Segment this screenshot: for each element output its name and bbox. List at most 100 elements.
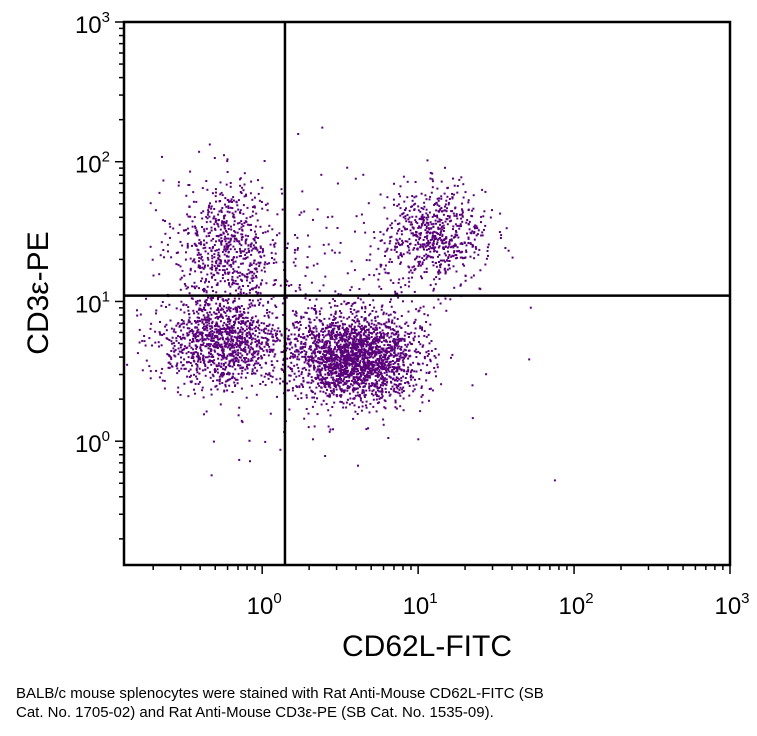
- event-point: [338, 373, 341, 376]
- event-point: [480, 215, 483, 218]
- event-point: [339, 343, 342, 346]
- event-point: [248, 272, 251, 275]
- event-point: [361, 340, 364, 343]
- event-point: [404, 228, 407, 231]
- event-point: [448, 254, 451, 256]
- event-point: [392, 348, 395, 351]
- event-point: [200, 318, 203, 321]
- event-point: [293, 350, 296, 353]
- event-point: [399, 405, 402, 408]
- event-point: [477, 253, 480, 256]
- event-point: [218, 210, 221, 213]
- event-point: [415, 383, 418, 386]
- event-point: [471, 209, 474, 212]
- event-point: [267, 373, 269, 376]
- event-point: [437, 210, 440, 213]
- event-point: [216, 335, 219, 338]
- event-point: [231, 327, 234, 330]
- event-point: [327, 425, 330, 428]
- event-point: [265, 324, 268, 327]
- event-point: [170, 356, 173, 359]
- event-point: [425, 248, 428, 251]
- event-point: [235, 306, 238, 309]
- event-point: [199, 299, 201, 302]
- event-point: [312, 334, 315, 337]
- event-point: [363, 374, 366, 377]
- event-point: [151, 344, 153, 347]
- event-point: [412, 248, 415, 251]
- event-point: [335, 375, 338, 377]
- event-point: [434, 348, 437, 350]
- event-point: [486, 250, 489, 252]
- event-point: [214, 370, 217, 373]
- event-point: [206, 337, 209, 340]
- event-point: [211, 263, 214, 266]
- event-point: [202, 354, 205, 357]
- event-point: [331, 360, 334, 363]
- event-point: [185, 194, 188, 197]
- event-point: [346, 333, 348, 335]
- event-point: [239, 278, 242, 281]
- event-point: [433, 250, 435, 253]
- event-point: [360, 349, 363, 352]
- event-point: [365, 428, 368, 431]
- event-point: [343, 351, 345, 354]
- event-point: [331, 406, 334, 408]
- event-point: [219, 193, 222, 196]
- event-point: [423, 259, 426, 262]
- event-point: [484, 190, 487, 193]
- event-point: [430, 247, 433, 250]
- event-point: [463, 242, 466, 244]
- event-point: [394, 354, 397, 357]
- event-point: [239, 356, 242, 359]
- event-point: [353, 319, 355, 322]
- event-point: [218, 265, 221, 267]
- event-point: [169, 236, 171, 239]
- event-point: [248, 303, 251, 306]
- event-point: [243, 183, 246, 186]
- event-point: [215, 302, 218, 305]
- event-point: [260, 343, 263, 346]
- event-point: [320, 368, 323, 371]
- event-point: [208, 280, 210, 283]
- event-point: [227, 315, 230, 318]
- event-point: [228, 264, 231, 267]
- event-point: [335, 331, 338, 333]
- event-point: [453, 184, 456, 187]
- event-point: [347, 328, 350, 331]
- event-point: [400, 352, 403, 355]
- event-point: [266, 230, 269, 233]
- event-point: [303, 349, 306, 352]
- event-point: [151, 258, 154, 261]
- event-point: [229, 185, 232, 188]
- event-point: [188, 316, 191, 319]
- event-point: [346, 375, 349, 378]
- event-point: [262, 304, 265, 307]
- event-point: [311, 396, 314, 399]
- event-point: [268, 372, 271, 375]
- event-point: [214, 188, 217, 191]
- event-point: [204, 279, 207, 282]
- event-point: [307, 412, 310, 415]
- event-point: [187, 215, 190, 218]
- event-point: [471, 215, 474, 218]
- event-point: [437, 199, 440, 202]
- event-point: [349, 310, 352, 313]
- event-point: [255, 236, 257, 239]
- event-point: [458, 178, 461, 181]
- event-point: [399, 261, 402, 264]
- event-point: [197, 356, 200, 359]
- event-point: [374, 316, 377, 319]
- event-point: [296, 358, 299, 361]
- event-point: [316, 262, 319, 265]
- event-point: [203, 306, 206, 309]
- event-point: [333, 324, 335, 327]
- event-point: [245, 396, 248, 399]
- event-point: [328, 370, 331, 373]
- event-point: [224, 380, 227, 383]
- event-point: [247, 285, 250, 287]
- event-point: [339, 351, 342, 354]
- event-point: [202, 247, 205, 250]
- event-point: [276, 213, 279, 216]
- event-point: [507, 249, 510, 252]
